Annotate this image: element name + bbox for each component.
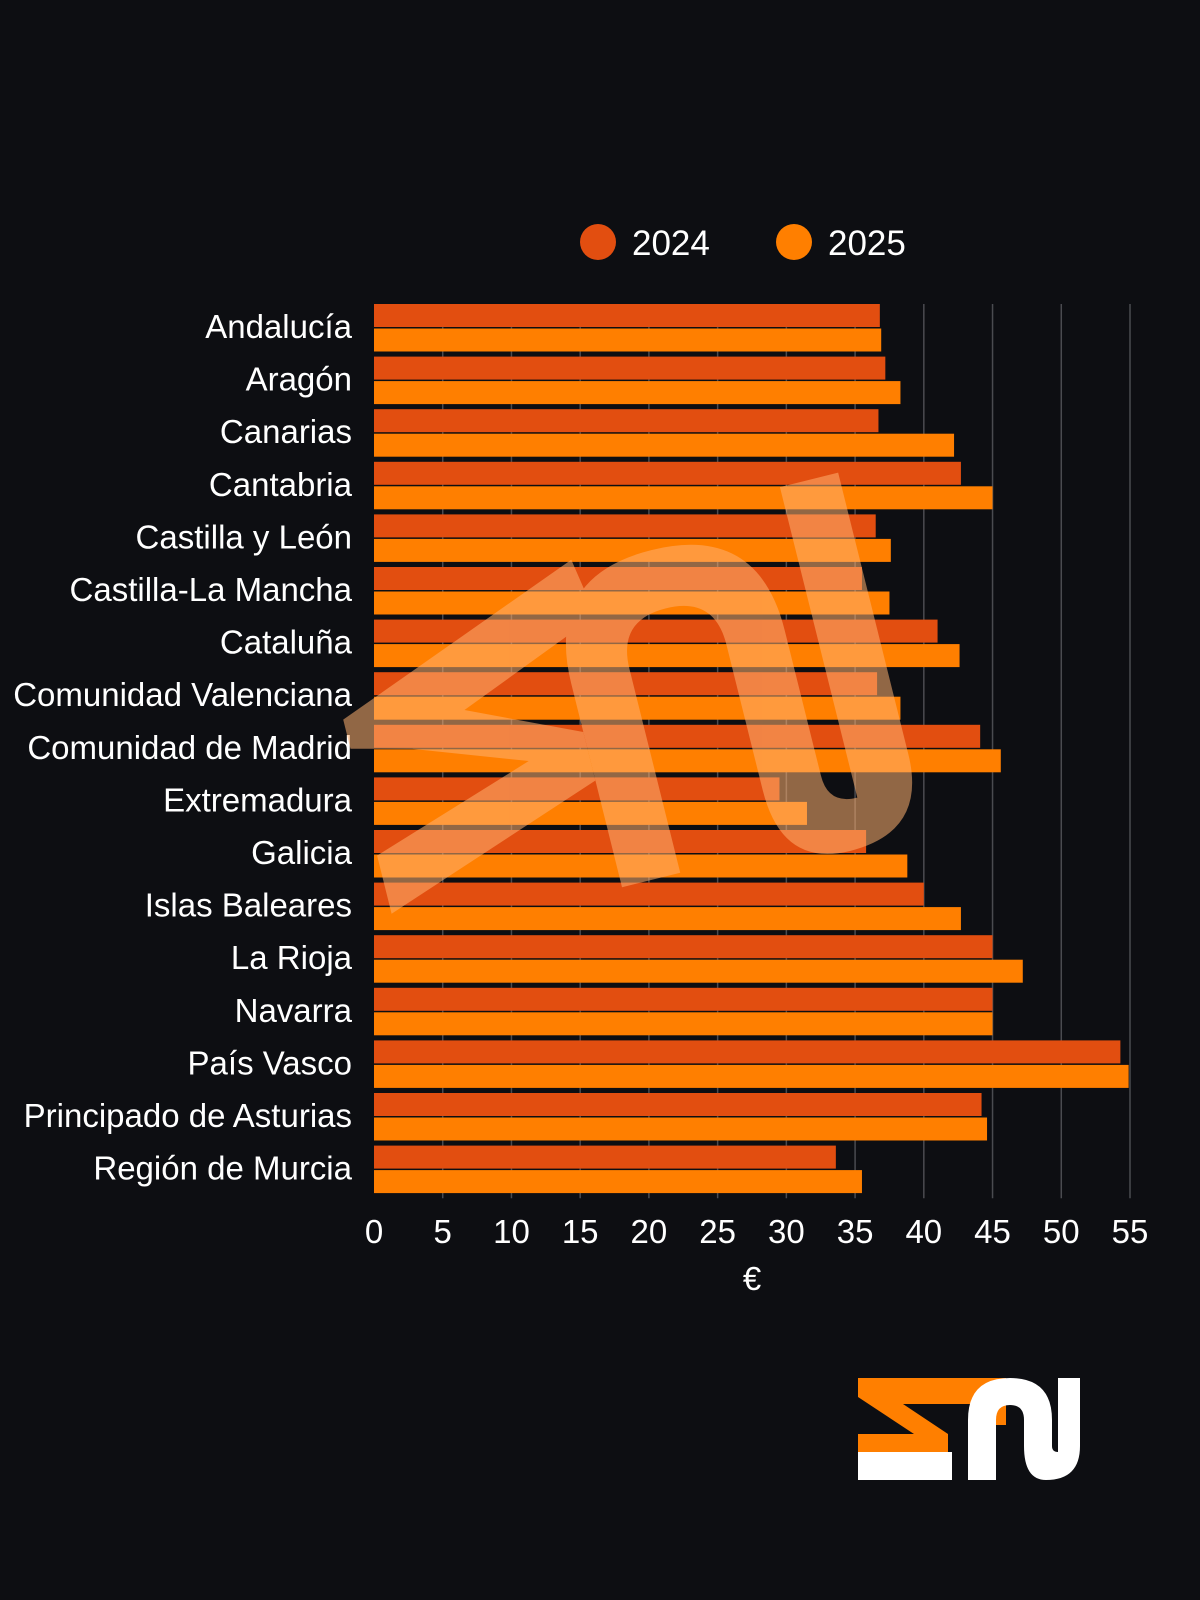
x-tick-label: 10 [493,1213,530,1250]
x-tick-label: 0 [365,1213,383,1250]
category-labels: Andalucía Aragón Canarias Cantabria Castilla… [13,308,352,1187]
category-label: Aragón [246,361,352,398]
x-tick-label: 45 [974,1213,1011,1250]
bar-2025 [374,328,882,352]
sn-watermark-logo [343,472,913,914]
category-label: Cataluña [220,624,353,661]
logo-s-white-base [858,1452,952,1480]
x-tick-label: 30 [768,1213,805,1250]
bar-2024 [374,1145,836,1169]
bar-2025 [374,959,1023,983]
category-label: Castilla-La Mancha [70,571,353,608]
x-axis-label: € [743,1260,761,1297]
category-label: La Rioja [231,939,353,976]
bar-2024 [374,882,924,906]
bar-2024 [374,409,879,433]
x-tick-label: 5 [434,1213,452,1250]
watermark-n-shape [565,472,913,888]
x-tick-labels: 0 5 10 15 20 25 30 35 40 45 50 55 [365,1213,1149,1250]
bar-2025 [374,1170,862,1194]
watermark-s-shape [343,559,596,914]
sn-logo [858,1378,1080,1480]
legend-marker-2025 [776,224,812,260]
x-tick-label: 15 [562,1213,599,1250]
legend-label-2025: 2025 [828,224,906,263]
category-label: Comunidad de Madrid [27,729,352,766]
bar-2025 [374,1064,1129,1088]
legend-label-2024: 2024 [632,224,710,263]
category-label: Navarra [235,992,353,1029]
category-label: Canarias [220,413,352,450]
bar-2024 [374,987,993,1011]
logo-n-white [968,1378,1080,1480]
x-tick-label: 25 [699,1213,736,1250]
logo-s-orange [858,1378,1006,1452]
x-tick-label: 40 [905,1213,942,1250]
category-label: Extremadura [163,781,353,818]
category-label: Castilla y León [136,518,352,555]
category-label: Cantabria [209,466,353,503]
bar-2024 [374,461,961,485]
bar-2024 [374,1040,1121,1064]
x-tick-label: 35 [837,1213,874,1250]
bar-2025 [374,381,901,405]
bar-2024 [374,514,876,538]
bar-2025 [374,486,993,510]
category-label: Principado de Asturias [24,1097,352,1134]
x-tick-label: 55 [1112,1213,1149,1250]
legend: 2024 2025 [580,224,906,263]
category-label: Galicia [251,834,353,871]
bar-2025 [374,907,961,931]
x-tick-label: 20 [631,1213,668,1250]
bar-2024 [374,935,993,959]
bar-2025 [374,433,955,457]
category-label: Comunidad Valenciana [13,676,352,713]
bar-2024 [374,356,886,380]
bar-2025 [374,538,891,562]
bar-2025 [374,1117,988,1141]
legend-marker-2024 [580,224,616,260]
x-tick-label: 50 [1043,1213,1080,1250]
category-label: Región de Murcia [93,1150,352,1187]
category-label: País Vasco [188,1044,352,1081]
bar-2024 [374,304,880,327]
bar-2024 [374,1093,982,1116]
category-label: Islas Baleares [145,887,352,924]
bar-2025 [374,1012,993,1036]
category-label: Andalucía [205,308,352,345]
